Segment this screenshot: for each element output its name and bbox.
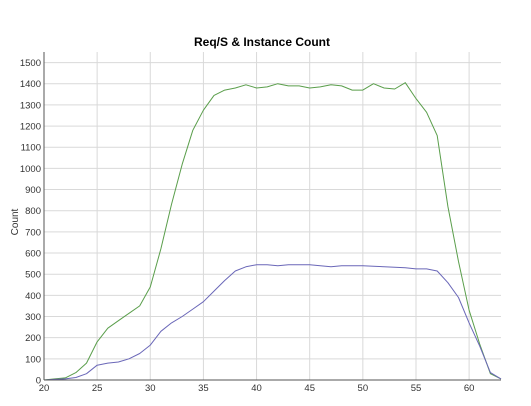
y-tick-label: 700 [25,227,41,238]
y-tick-label: 400 [25,291,41,302]
y-tick-label: 600 [25,249,41,260]
y-tick-label: 0 [36,376,41,387]
tick-labels: 0 100 200 300 400 500 600 700 800 900 1000 1100 1200… [20,58,475,394]
x-tick-label: 60 [464,383,475,394]
chart-title: Req/S & Instance Count [194,35,330,49]
y-tick-label: 1400 [20,79,41,90]
y-tick-label: 1000 [20,164,41,175]
axes [43,52,501,381]
grid [43,52,501,381]
x-tick-label: 30 [145,383,156,394]
y-tick-label: 500 [25,270,41,281]
y-tick-label: 100 [25,354,41,365]
x-tick-label: 45 [304,383,315,394]
x-tick-label: 25 [92,383,103,394]
y-tick-label: 1100 [21,143,41,154]
y-tick-label: 900 [25,185,41,196]
series-line-2 [43,264,502,381]
x-tick-label: 35 [198,383,209,394]
x-tick-label: 50 [358,383,369,394]
series-line-1 [43,82,502,381]
y-tick-label: 1300 [20,100,41,111]
x-tick-label: 40 [251,383,262,394]
x-tick-label: 55 [411,383,422,394]
series-layer [43,82,502,381]
y-axis-label: Count [10,208,21,235]
y-tick-label: 1500 [20,58,41,69]
y-tick-label: 200 [25,333,41,344]
y-tick-label: 800 [25,206,41,217]
x-tick-label: 20 [39,383,50,394]
y-tick-label: 300 [25,312,41,323]
y-tick-label: 1200 [20,122,41,133]
